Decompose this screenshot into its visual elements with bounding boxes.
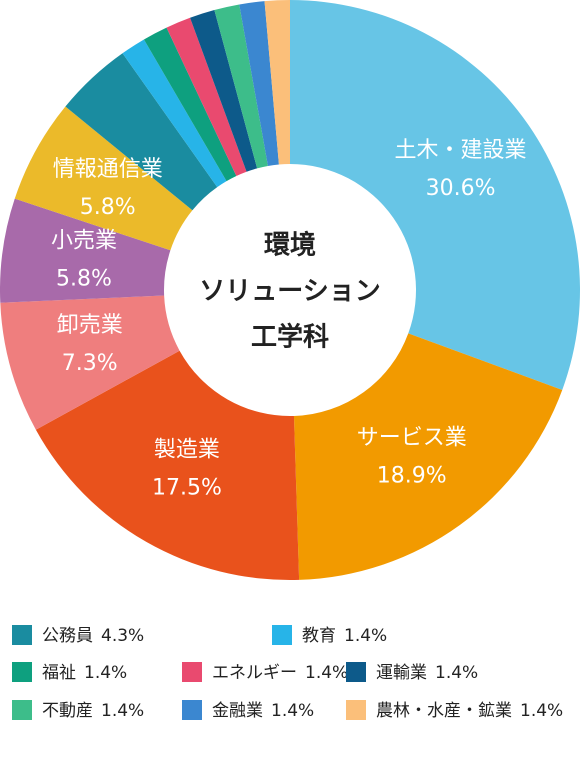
center-title: ソリューション <box>199 277 380 307</box>
legend-value: 1.4% <box>305 663 348 683</box>
slice-label: 土木・建設業 <box>395 138 527 163</box>
legend-value: 1.4% <box>520 701 563 721</box>
legend-label: 運輸業 <box>376 663 427 683</box>
center-title: 環境 <box>264 230 316 261</box>
legend-swatch <box>182 662 202 682</box>
slice <box>293 333 563 580</box>
slice-value: 5.8% <box>56 266 112 291</box>
slice <box>122 39 227 188</box>
slice <box>0 198 171 303</box>
legend-label: 福祉 <box>42 663 76 683</box>
legend-label: 教育 <box>302 626 336 646</box>
slice-value: 17.5% <box>152 476 222 501</box>
legend-value: 1.4% <box>271 701 314 721</box>
slice <box>65 53 218 211</box>
legend-swatch <box>346 700 366 720</box>
legend-swatch <box>346 662 366 682</box>
slice-label: 製造業 <box>154 438 220 463</box>
legend-swatch <box>182 700 202 720</box>
legend-value: 1.4% <box>84 663 127 683</box>
legend-label: 金融業 <box>212 701 263 721</box>
center-title: 工学科 <box>251 322 329 353</box>
legend-label: エネルギー <box>212 663 297 683</box>
legend-value: 1.4% <box>101 701 144 721</box>
legend-label: 不動産 <box>42 701 93 721</box>
slice-label: 小売業 <box>51 228 117 253</box>
slice <box>143 27 237 182</box>
legend-swatch <box>12 625 32 645</box>
slice-label: サービス業 <box>357 426 467 451</box>
slice <box>214 4 268 169</box>
slice-value: 18.9% <box>377 464 447 489</box>
slice-label: 情報通信業 <box>53 157 163 182</box>
slice <box>166 17 247 176</box>
legend-label: 農林・水産・鉱業 <box>376 701 512 721</box>
slice <box>0 295 180 430</box>
legend-value: 1.4% <box>344 626 387 646</box>
slice-value: 7.3% <box>62 351 118 376</box>
slice <box>190 10 258 172</box>
legend-value: 1.4% <box>435 663 478 683</box>
slice <box>35 350 300 580</box>
legend-swatch <box>272 625 292 645</box>
slice <box>14 106 193 251</box>
legend-swatch <box>12 662 32 682</box>
slice-label: 卸売業 <box>57 313 123 338</box>
slice <box>290 0 580 390</box>
slice <box>239 1 279 166</box>
slice-value: 5.8% <box>80 195 136 220</box>
slice-value: 30.6% <box>426 176 496 201</box>
legend-label: 公務員 <box>42 626 93 646</box>
legend-swatch <box>12 700 32 720</box>
slice <box>264 0 290 165</box>
legend-value: 4.3% <box>101 626 144 646</box>
